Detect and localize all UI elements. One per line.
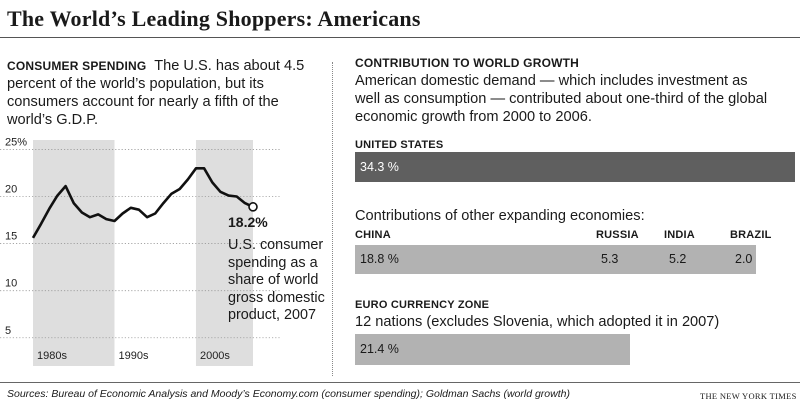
india-bar-value: 5.2 bbox=[669, 252, 687, 266]
brazil-label: BRAZIL bbox=[730, 229, 772, 241]
china-bar-value: 18.8 % bbox=[360, 252, 399, 266]
brazil-bar: 2.0 bbox=[730, 245, 756, 274]
decade-labels: 1980s 1990s 2000s bbox=[37, 350, 230, 362]
y-tick-label: 25% bbox=[5, 136, 27, 148]
china-bar: 18.8 % bbox=[355, 245, 596, 274]
us-bar: 34.3 % bbox=[355, 152, 795, 182]
consumer-spending-text: The U.S. has about 4.5 percent of the wo… bbox=[7, 58, 305, 128]
us-bar-value: 34.3 % bbox=[360, 160, 399, 174]
world-growth-heading: CONTRIBUTION TO WORLD GROWTH bbox=[355, 56, 580, 70]
y-tick-label: 10 bbox=[5, 278, 17, 290]
y-axis-ticks: 25% 20 15 10 5 bbox=[5, 136, 27, 336]
russia-label: RUSSIA bbox=[596, 229, 639, 241]
other-economies-intro: Contributions of other expanding economi… bbox=[355, 208, 645, 224]
end-point-marker bbox=[248, 202, 258, 212]
y-tick-label: 5 bbox=[5, 325, 11, 337]
world-growth-text: American domestic demand — which include… bbox=[355, 73, 768, 125]
spending-line bbox=[31, 167, 254, 239]
china-label: CHINA bbox=[355, 229, 391, 241]
decade-label: 1980s bbox=[37, 350, 67, 362]
credit-line: THE NEW YORK TIMES bbox=[700, 391, 797, 401]
consumer-spending-chart: 25% 20 15 10 5 1980s 1990s 2000s bbox=[0, 136, 280, 366]
title-rule bbox=[0, 37, 800, 38]
sources-note: Sources: Bureau of Economic Analysis and… bbox=[7, 388, 570, 400]
decade-shading bbox=[33, 140, 253, 366]
decade-label: 1990s bbox=[118, 350, 148, 362]
page-title: The World’s Leading Shoppers: Americans bbox=[7, 6, 421, 31]
y-tick-label: 15 bbox=[5, 231, 17, 243]
panel-divider bbox=[332, 62, 333, 376]
euro-zone-bar-value: 21.4 % bbox=[360, 342, 399, 356]
euro-zone-note: 12 nations (excludes Slovenia, which ado… bbox=[355, 314, 720, 330]
consumer-spending-heading: CONSUMER SPENDING bbox=[7, 59, 147, 73]
y-tick-label: 20 bbox=[5, 184, 17, 196]
decade-shade-0 bbox=[33, 140, 115, 366]
russia-bar-value: 5.3 bbox=[601, 252, 619, 266]
decade-shade-1 bbox=[195, 140, 253, 366]
us-label: UNITED STATES bbox=[355, 139, 444, 151]
euro-zone-bar: 21.4 % bbox=[355, 334, 630, 365]
footer-rule bbox=[0, 382, 800, 383]
russia-bar: 5.3 bbox=[596, 245, 664, 274]
india-bar: 5.2 bbox=[664, 245, 731, 274]
decade-label: 2000s bbox=[200, 350, 230, 362]
end-value-label: 18.2% bbox=[228, 214, 268, 230]
consumer-spending-intro: CONSUMER SPENDING The U.S. has about 4.5… bbox=[7, 57, 317, 129]
india-label: INDIA bbox=[664, 229, 695, 241]
brazil-bar-value: 2.0 bbox=[735, 252, 753, 266]
chart-annotation: U.S. consumer spending as a share of wor… bbox=[228, 237, 325, 324]
euro-zone-label: EURO CURRENCY ZONE bbox=[355, 299, 490, 311]
